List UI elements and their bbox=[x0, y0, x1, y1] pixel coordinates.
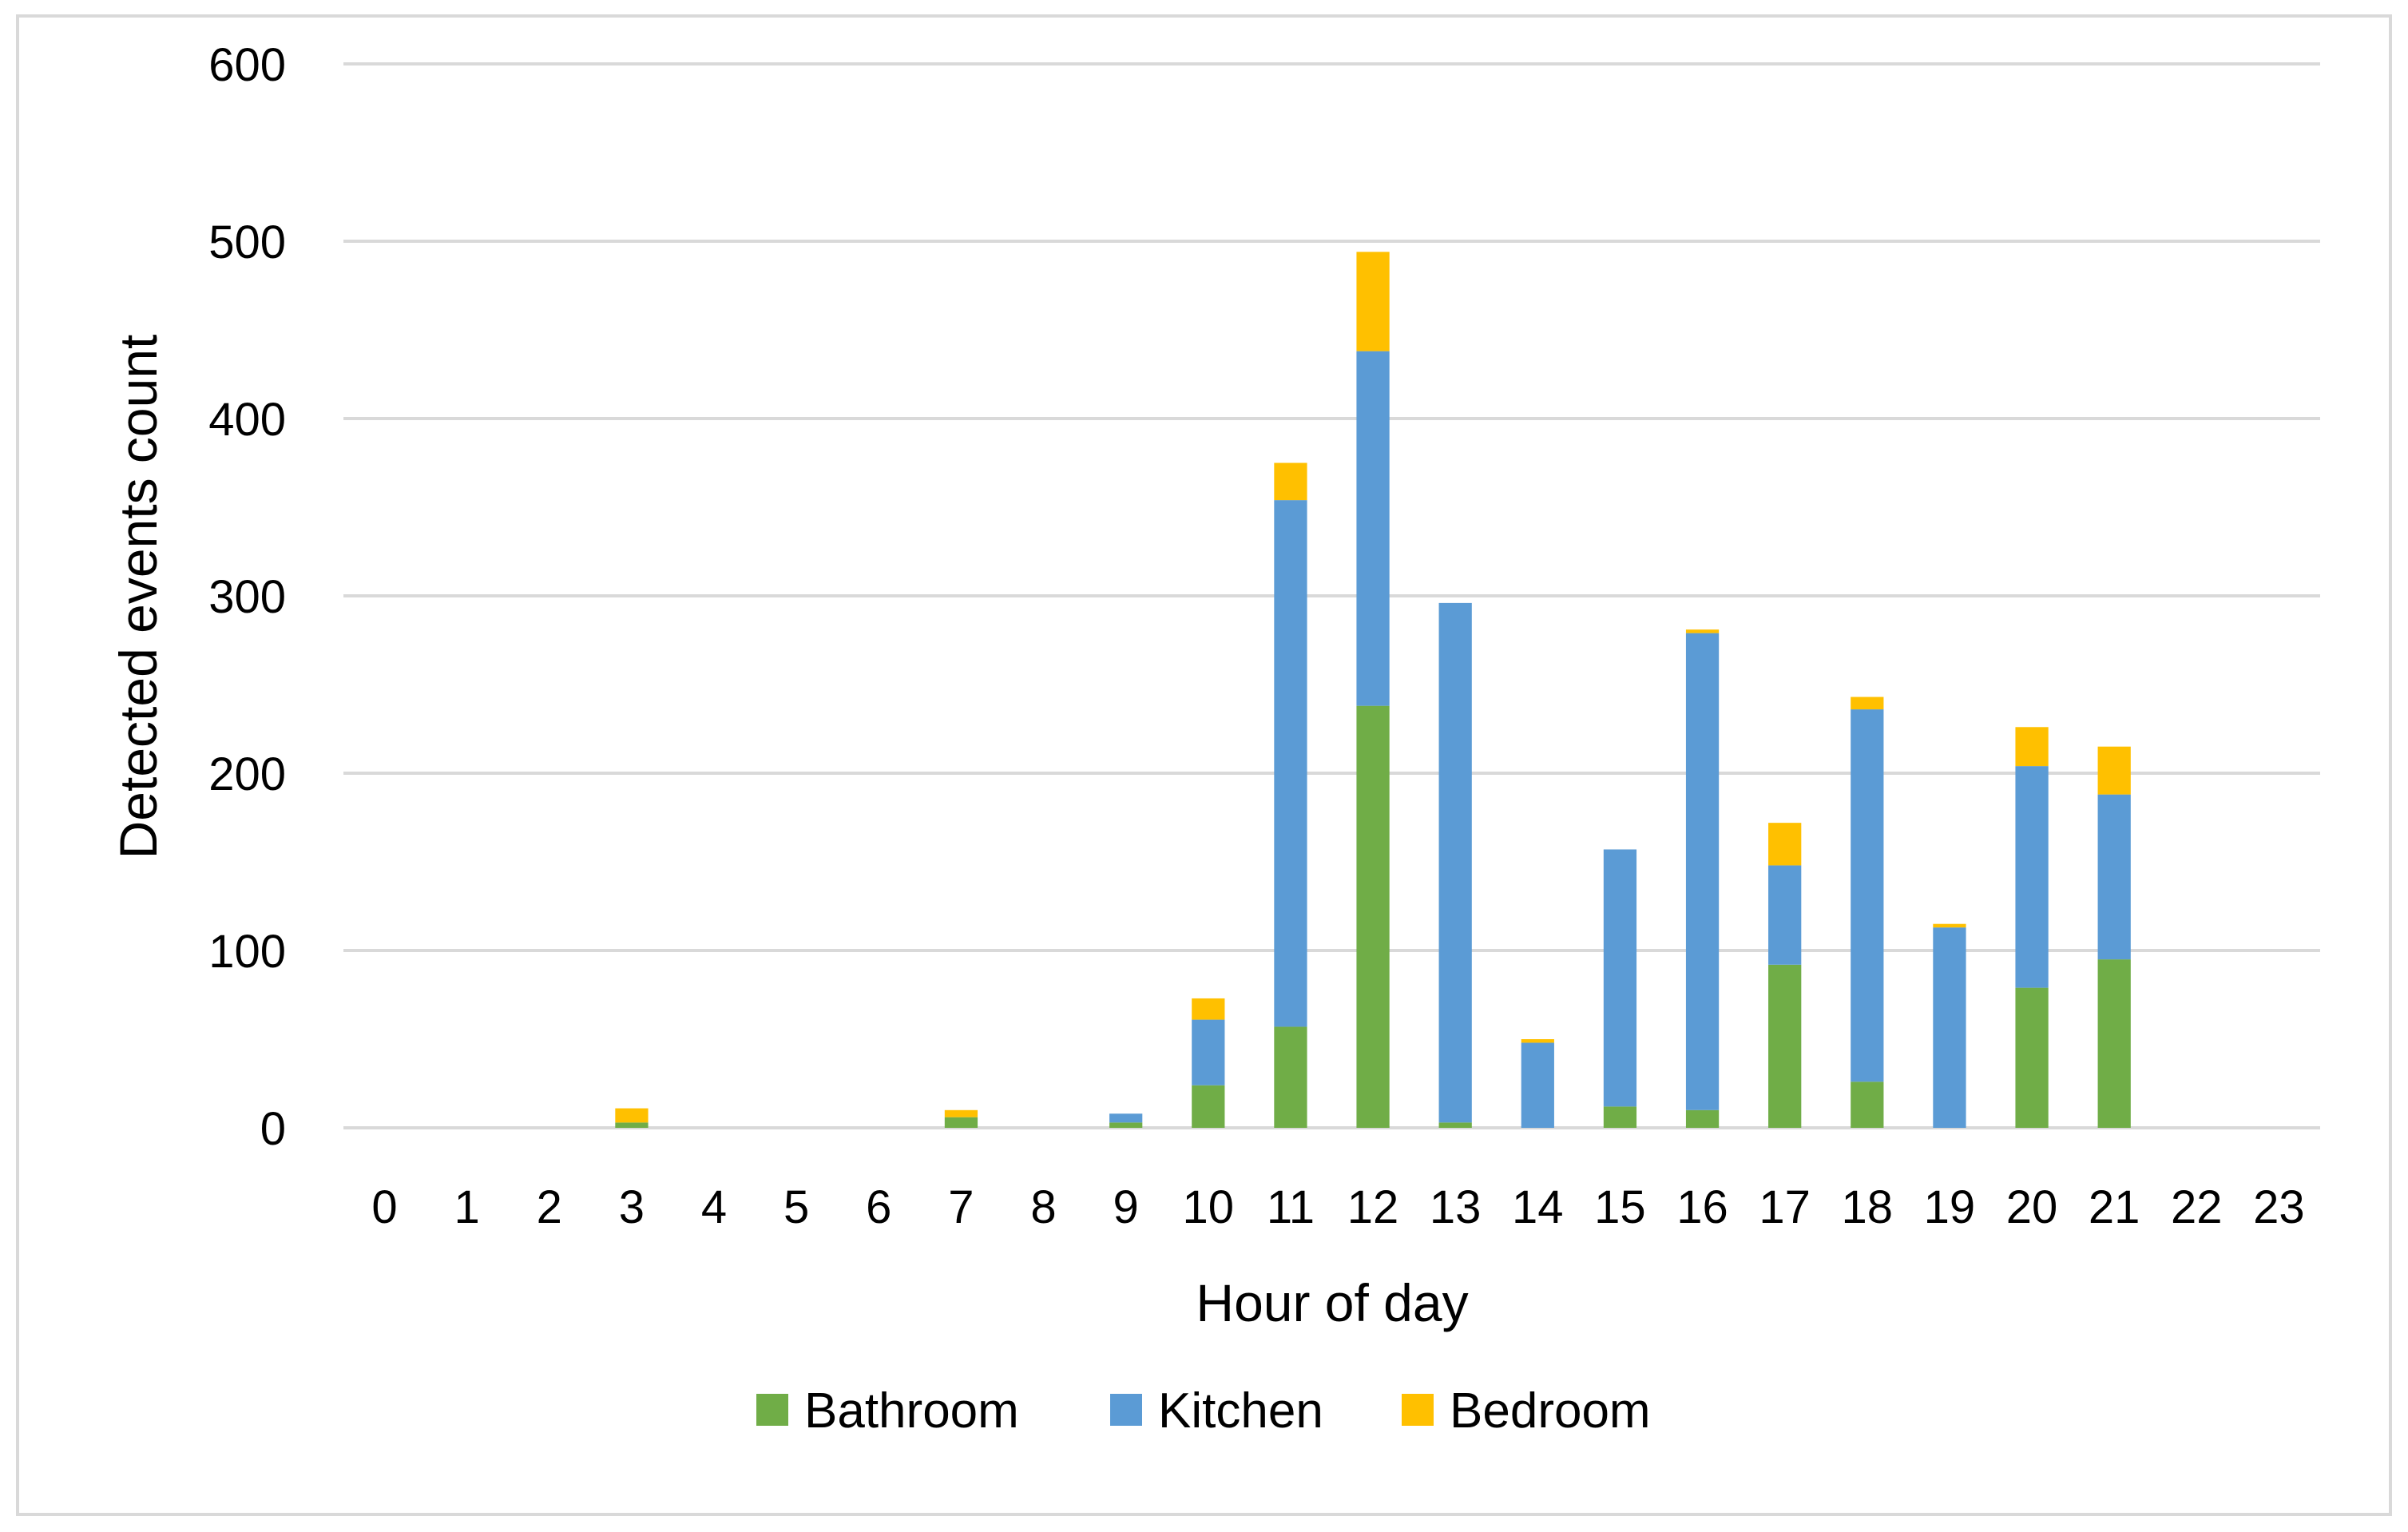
y-tick-label: 200 bbox=[208, 748, 286, 800]
bar-kitchen-9 bbox=[1109, 1113, 1143, 1123]
x-tick-label: 20 bbox=[2006, 1181, 2058, 1233]
legend-swatch-bedroom bbox=[1402, 1394, 1434, 1426]
bar-kitchen-21 bbox=[2097, 794, 2131, 960]
bar-bathroom-3 bbox=[615, 1122, 649, 1128]
x-tick-label: 5 bbox=[783, 1181, 809, 1233]
legend-label-bathroom: Bathroom bbox=[804, 1383, 1019, 1439]
y-axis-ticks: 0 100 200 300 400 500 600 bbox=[208, 39, 286, 1155]
x-tick-label: 10 bbox=[1183, 1181, 1235, 1233]
bar-bedroom-20 bbox=[2015, 727, 2049, 767]
x-tick-label: 18 bbox=[1842, 1181, 1894, 1233]
bar-bathroom-20 bbox=[2015, 987, 2049, 1128]
bar-bathroom-12 bbox=[1356, 705, 1390, 1128]
bar-bedroom-16 bbox=[1685, 629, 1720, 633]
legend-label-kitchen: Kitchen bbox=[1158, 1383, 1323, 1439]
bar-bathroom-18 bbox=[1851, 1082, 1884, 1128]
chart-frame bbox=[16, 14, 2392, 1516]
y-tick-label: 600 bbox=[208, 39, 286, 91]
x-tick-label: 13 bbox=[1430, 1181, 1482, 1233]
bar-kitchen-20 bbox=[2015, 766, 2049, 988]
bar-bedroom-3 bbox=[615, 1108, 649, 1123]
y-tick-label: 300 bbox=[208, 571, 286, 623]
bar-bedroom-17 bbox=[1768, 823, 1802, 866]
y-axis-title: Detected events count bbox=[109, 335, 168, 859]
x-axis-title: Hour of day bbox=[1196, 1273, 1468, 1332]
x-tick-label: 14 bbox=[1512, 1181, 1564, 1233]
bar-kitchen-18 bbox=[1851, 709, 1884, 1082]
x-tick-label: 16 bbox=[1676, 1181, 1728, 1233]
y-tick-label: 500 bbox=[208, 216, 286, 268]
x-axis-ticks: 0 1 2 3 4 5 6 7 8 9 10 11 12 13 14 15 16 17 18 19 20 21 22 23 bbox=[371, 1181, 2304, 1233]
x-tick-label: 8 bbox=[1030, 1181, 1056, 1233]
bar-kitchen-15 bbox=[1603, 849, 1637, 1107]
bar-bathroom-21 bbox=[2097, 959, 2131, 1128]
bar-bedroom-19 bbox=[1933, 923, 1966, 928]
bar-bathroom-7 bbox=[944, 1117, 978, 1128]
bar-bathroom-10 bbox=[1192, 1085, 1225, 1128]
x-tick-label: 22 bbox=[2171, 1181, 2223, 1233]
bar-bathroom-13 bbox=[1438, 1122, 1472, 1128]
bar-kitchen-12 bbox=[1356, 351, 1390, 706]
bar-bedroom-18 bbox=[1851, 697, 1884, 710]
x-tick-label: 0 bbox=[371, 1181, 397, 1233]
x-tick-label: 4 bbox=[701, 1181, 727, 1233]
y-tick-label: 0 bbox=[260, 1103, 286, 1155]
x-tick-label: 3 bbox=[619, 1181, 645, 1233]
bar-kitchen-14 bbox=[1521, 1042, 1554, 1128]
x-tick-label: 12 bbox=[1347, 1181, 1399, 1233]
bar-kitchen-19 bbox=[1933, 927, 1966, 1128]
bar-bathroom-17 bbox=[1768, 964, 1802, 1128]
bar-kitchen-16 bbox=[1685, 633, 1720, 1110]
legend-swatch-bathroom bbox=[756, 1394, 788, 1426]
x-tick-label: 7 bbox=[948, 1181, 974, 1233]
x-tick-label: 6 bbox=[866, 1181, 891, 1233]
x-tick-label: 23 bbox=[2253, 1181, 2305, 1233]
x-tick-label: 2 bbox=[537, 1181, 562, 1233]
x-tick-label: 9 bbox=[1113, 1181, 1139, 1233]
x-tick-label: 11 bbox=[1267, 1181, 1315, 1233]
bar-bedroom-14 bbox=[1521, 1039, 1554, 1043]
bar-bathroom-16 bbox=[1685, 1109, 1720, 1128]
bar-kitchen-11 bbox=[1274, 500, 1307, 1027]
x-tick-label: 19 bbox=[1924, 1181, 1976, 1233]
bar-bedroom-21 bbox=[2097, 746, 2131, 795]
x-tick-label: 17 bbox=[1759, 1181, 1811, 1233]
bar-kitchen-17 bbox=[1768, 865, 1802, 965]
y-tick-label: 400 bbox=[208, 394, 286, 446]
bar-bedroom-7 bbox=[944, 1109, 978, 1117]
bar-kitchen-13 bbox=[1438, 602, 1472, 1123]
bar-bathroom-11 bbox=[1274, 1026, 1307, 1128]
bar-bathroom-15 bbox=[1603, 1106, 1637, 1128]
bar-bedroom-11 bbox=[1274, 462, 1307, 501]
legend-label-bedroom: Bedroom bbox=[1450, 1383, 1651, 1439]
y-tick-label: 100 bbox=[208, 926, 286, 978]
x-tick-label: 15 bbox=[1594, 1181, 1646, 1233]
bar-kitchen-10 bbox=[1192, 1019, 1225, 1085]
x-tick-label: 21 bbox=[2089, 1181, 2140, 1233]
gridlines bbox=[343, 62, 2320, 1129]
x-tick-label: 1 bbox=[454, 1181, 480, 1233]
bars bbox=[615, 252, 2131, 1128]
legend: Bathroom Kitchen Bedroom bbox=[756, 1383, 1651, 1439]
legend-swatch-kitchen bbox=[1110, 1394, 1142, 1426]
bar-bedroom-12 bbox=[1356, 252, 1390, 351]
bar-bedroom-10 bbox=[1192, 998, 1225, 1020]
bar-bathroom-9 bbox=[1109, 1122, 1143, 1128]
